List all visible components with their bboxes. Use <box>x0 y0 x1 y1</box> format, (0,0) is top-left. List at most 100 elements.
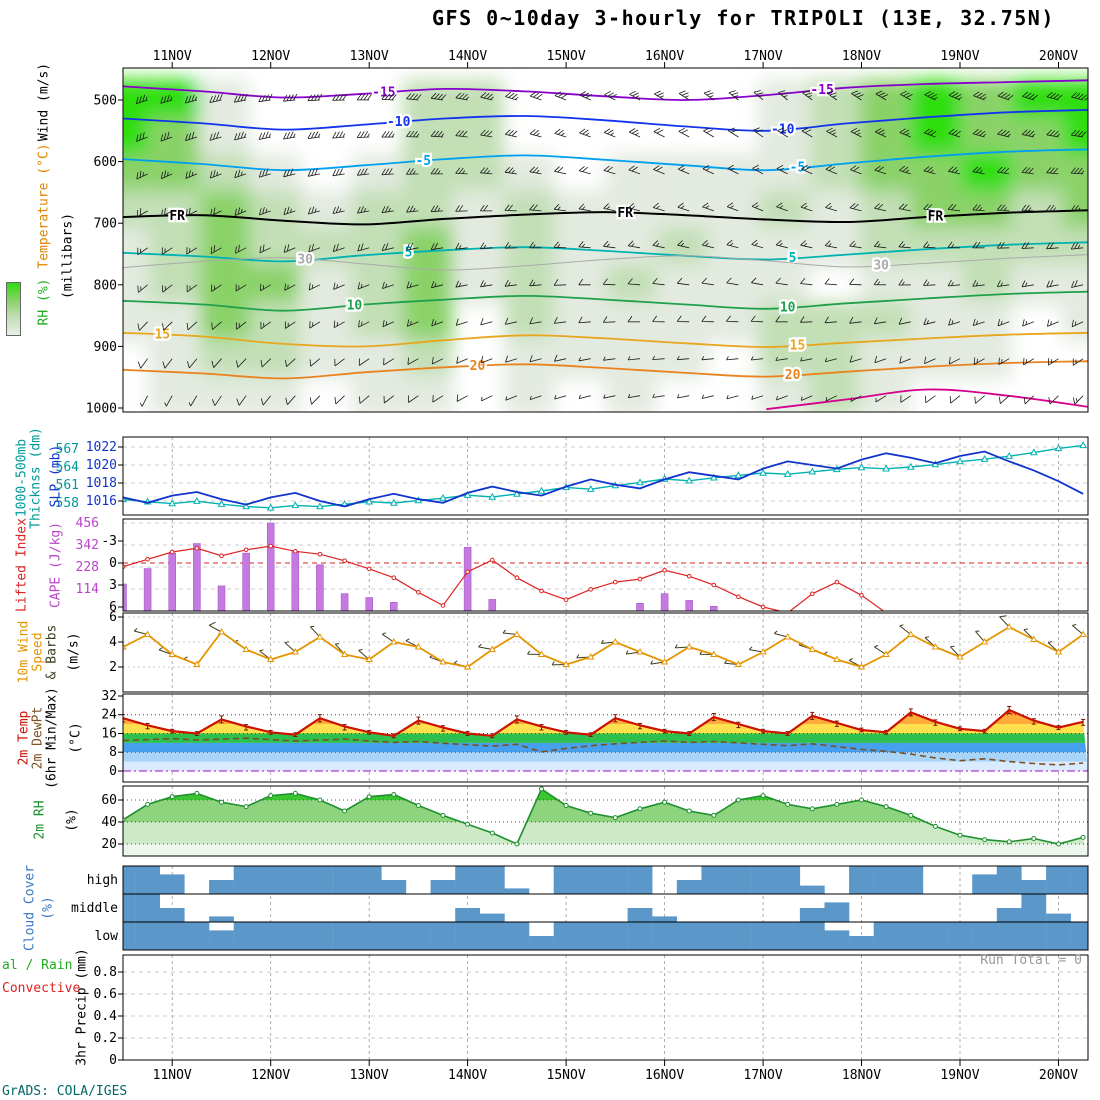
cloud-block-low <box>676 922 702 950</box>
rh-band <box>123 800 1088 822</box>
wind10m-axis-label-1: 10m Wind <box>16 620 32 684</box>
lifted-index-axis-label: Lifted Index <box>14 518 30 612</box>
temp-band <box>123 733 1088 743</box>
cape-bar <box>266 522 275 611</box>
contour-label-20: 20 <box>785 368 801 383</box>
li-tick: 0 <box>109 556 117 571</box>
cloud-block-middle <box>479 913 505 922</box>
cape-bar <box>365 597 373 611</box>
cloud-block-low <box>307 922 333 950</box>
temp2m-line <box>123 708 1084 737</box>
cloud-block-high <box>775 866 801 894</box>
temp-tick: 16 <box>101 727 117 742</box>
temp-tick: 32 <box>101 689 117 704</box>
temp-tick: 8 <box>109 745 117 760</box>
temp-band <box>123 752 1088 762</box>
rh-tick: 60 <box>101 793 117 808</box>
cloud-block-low <box>1021 922 1047 950</box>
precip-tick: 0.8 <box>94 965 117 980</box>
cloud-block-middle <box>627 908 653 922</box>
cloud-block-low <box>406 922 431 950</box>
thickness-tick: 561 <box>56 478 79 493</box>
cloud-block-low <box>455 922 480 950</box>
cloud-block-middle <box>1046 913 1071 922</box>
thickness-axis-label-1: 1000-500mb <box>14 438 30 518</box>
contour-label--15: -15 <box>372 86 395 101</box>
contour-label-FR: FR <box>169 209 185 224</box>
time-tick-bottom: 20NOV <box>1039 1068 1078 1083</box>
cloud-block-low <box>529 936 554 950</box>
time-tick-top: 12NOV <box>251 49 290 64</box>
wind-tick: 6 <box>109 610 117 625</box>
cloud-block-low <box>873 922 899 950</box>
cloud-block-low <box>233 922 259 950</box>
precip-axis-label: 3hr Precip (mm) <box>74 948 90 1066</box>
cape-bar <box>488 599 497 611</box>
cape-bar <box>143 568 152 611</box>
wind-tick: 2 <box>109 660 117 675</box>
slp-tick: 1018 <box>86 476 117 491</box>
rh-band <box>123 844 1088 856</box>
rh-tick: 40 <box>101 815 117 830</box>
rh-colorbar <box>6 282 21 336</box>
dewpoint-line <box>123 737 1084 766</box>
rh2m-line <box>123 787 1084 846</box>
minmax-axis-label: (6hr Min/Max) <box>44 687 60 789</box>
contour-20 <box>123 360 1088 380</box>
contour-5 <box>123 241 1088 263</box>
panel-wind10m: 6 4 2 <box>109 610 1089 693</box>
cloud-block-low <box>578 922 604 950</box>
time-tick-bottom: 13NOV <box>350 1068 389 1083</box>
cape-bar <box>123 583 127 611</box>
time-axis: 11NOV 11NOV 12NOV 12NOV 13NOV 13NOV 14NOV 14NOV… <box>153 49 1079 1083</box>
cloud-block-high <box>726 866 751 894</box>
cloud-block-high <box>258 866 284 894</box>
contour-label-30: 30 <box>873 258 889 273</box>
cloud-block-low <box>775 922 801 950</box>
cloud-block-high <box>553 866 579 894</box>
cloud-block-high <box>332 866 357 894</box>
time-tick-top: 16NOV <box>645 49 684 64</box>
contour-label--5: -5 <box>790 161 806 176</box>
wind10m-axis-label-2: Speed <box>30 632 46 672</box>
cloud-block-high <box>123 866 136 894</box>
cloud-block-middle <box>123 894 136 922</box>
cloud-row-label: high <box>87 873 118 888</box>
slp-tick: 1016 <box>86 494 117 509</box>
cloud-block-low <box>824 930 850 950</box>
panel-rh2m: 60 40 20 <box>101 785 1089 857</box>
cloud-block-high <box>504 888 530 894</box>
ms-axis-label: (m/s) <box>66 632 82 672</box>
temp-band <box>123 710 1088 715</box>
cloud-block-low <box>923 922 948 950</box>
panel-temp2m: 32 24 16 8 0 <box>101 689 1089 783</box>
cloud-cover-axis-label: Cloud Cover <box>22 864 38 952</box>
cloud-block-high <box>898 866 924 894</box>
temp-band <box>123 724 1088 734</box>
cloud-block-high <box>701 866 727 894</box>
time-tick-top: 18NOV <box>842 49 881 64</box>
cape-bar <box>193 543 201 611</box>
cloud-block-low <box>849 936 874 950</box>
millibars-axis-label: (millibars) <box>60 212 76 300</box>
cape-tick: 228 <box>76 560 99 575</box>
cloud-block-low <box>479 922 505 950</box>
cloud-block-low <box>972 922 997 950</box>
cape-tick: 456 <box>76 516 99 531</box>
contour-30 <box>123 254 1088 271</box>
contour-label-15: 15 <box>155 328 171 343</box>
pressure-tick: 900 <box>94 340 117 355</box>
wind-tick: 4 <box>109 635 117 650</box>
cloud-block-low <box>553 922 579 950</box>
upper-wind-barbs <box>123 90 1088 407</box>
cloud-block-low <box>123 922 136 950</box>
cloud-block-high <box>455 866 480 894</box>
cloud-block-middle <box>996 908 1022 922</box>
rh-tick: 20 <box>101 837 117 852</box>
thickness-tick: 558 <box>56 496 79 511</box>
slp-axis-label: SLP (mb) <box>48 444 64 508</box>
thickness-tick: 567 <box>56 442 79 457</box>
contour-label-20: 20 <box>470 359 486 374</box>
cloud-block-middle <box>135 894 160 922</box>
